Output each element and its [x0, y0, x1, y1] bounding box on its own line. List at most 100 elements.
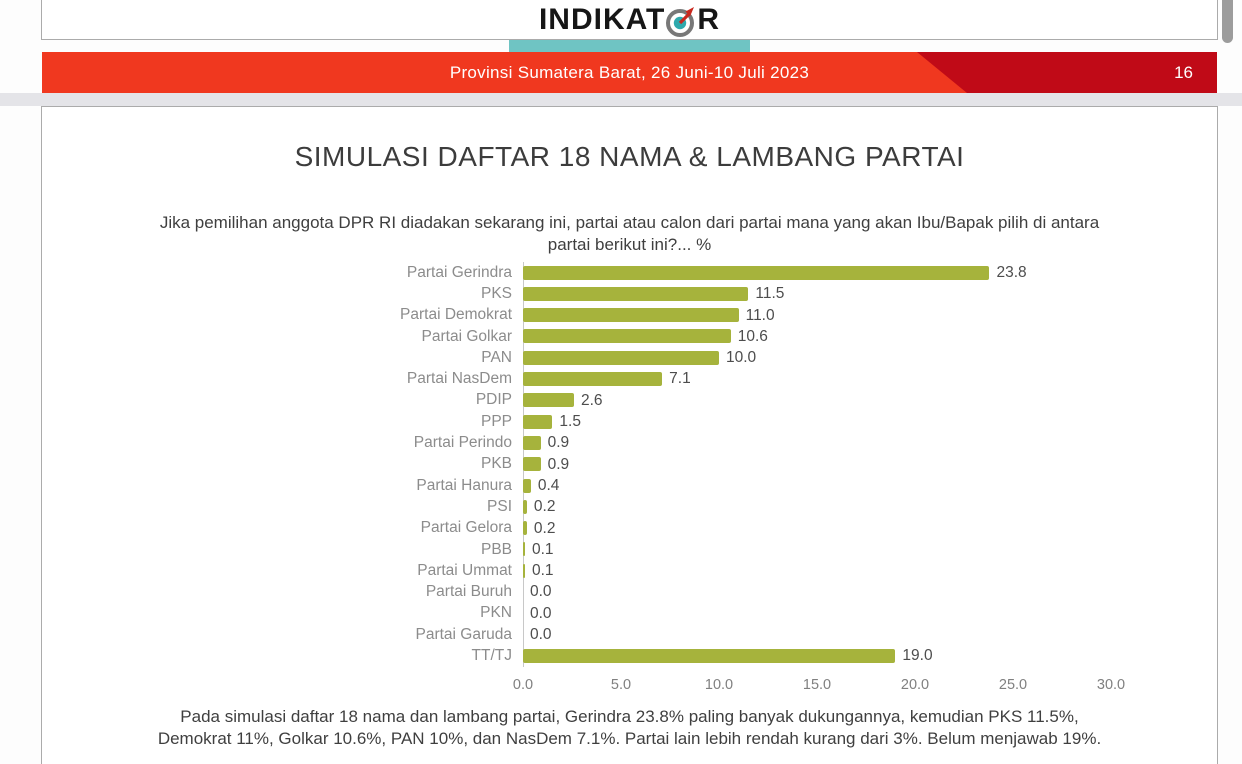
value-label: 0.9: [547, 434, 570, 452]
chart-row: PBB 0.1: [42, 539, 1217, 560]
chart-row: Partai Garuda 0.0: [42, 624, 1217, 645]
x-axis-ticks: 0.0 5.0 10.0 15.0 20.0 25.0 30.0: [42, 677, 1217, 695]
survey-question: Jika pemilihan anggota DPR RI diadakan s…: [42, 212, 1217, 256]
chart-row: Partai Buruh 0.0: [42, 581, 1217, 602]
category-label: Partai Demokrat: [400, 306, 512, 324]
bar: [523, 308, 739, 323]
chart-row: PKN 0.0: [42, 603, 1217, 624]
scrollbar-thumb[interactable]: [1222, 0, 1233, 43]
value-label: 0.9: [547, 455, 570, 473]
chart-row: Partai Perindo 0.9: [42, 432, 1217, 453]
compass-icon: [666, 6, 695, 37]
page-gap-separator: [0, 93, 1242, 106]
chart-row: PDIP 2.6: [42, 390, 1217, 411]
chart-row: PAN 10.0: [42, 347, 1217, 368]
value-label: 0.1: [531, 540, 554, 558]
category-label: Partai Gelora: [420, 519, 512, 537]
category-label: PBB: [480, 540, 512, 558]
chart-row: TT/TJ 19.0: [42, 645, 1217, 666]
value-label: 0.2: [533, 519, 556, 537]
bar: [523, 329, 731, 344]
value-label: 23.8: [996, 264, 1027, 281]
category-label: Partai Garuda: [415, 625, 513, 643]
bar-area: 0.9: [512, 454, 1217, 475]
value-label: 2.6: [580, 391, 603, 409]
party-bar-chart: Partai Gerindra 23.8 PKS 11.5 Partai Demokra…: [42, 262, 1217, 667]
logo-underline-bar: [509, 40, 750, 53]
bar-area: 0.0: [512, 624, 1217, 645]
bar-area: 10.0: [512, 347, 1217, 368]
survey-question-line-1: Jika pemilihan anggota DPR RI diadakan s…: [159, 213, 1100, 232]
x-tick-label: 0.0: [512, 677, 534, 693]
bar: [523, 499, 527, 514]
category-label: PAN: [481, 348, 512, 366]
value-label: 0.4: [537, 476, 560, 494]
bar-area: 7.1: [512, 368, 1217, 389]
bar-area: 2.6: [512, 390, 1217, 411]
category-label: Partai Ummat: [417, 561, 512, 579]
category-label: Partai Golkar: [421, 327, 512, 345]
bar-area: 19.0: [512, 645, 1217, 666]
x-tick-label: 25.0: [998, 677, 1028, 693]
indikator-logo: INDIKAT R: [42, 1, 1217, 39]
bar-area: 1.5: [512, 411, 1217, 432]
value-label: 10.0: [726, 349, 757, 367]
chart-row: Partai Golkar 10.6: [42, 326, 1217, 347]
logo-text-right: R: [697, 3, 721, 36]
summary-text: Pada simulasi daftar 18 nama dan lambang…: [42, 706, 1217, 750]
category-label: Partai NasDem: [406, 370, 512, 388]
slide-page: SIMULASI DAFTAR 18 NAMA & LAMBANG PARTAI…: [41, 106, 1218, 764]
bar-area: 11.0: [512, 305, 1217, 326]
value-label: 0.0: [530, 604, 552, 622]
value-label: 7.1: [669, 370, 691, 388]
x-tick-label: 15.0: [802, 677, 832, 693]
category-label: Partai Perindo: [413, 434, 512, 452]
bar: [523, 563, 525, 578]
bar-area: 0.1: [512, 539, 1217, 560]
x-tick-label: 5.0: [610, 677, 632, 693]
summary-line-2: Demokrat 11%, Golkar 10.6%, PAN 10%, dan…: [157, 729, 1102, 748]
bar: [523, 478, 531, 493]
chart-row: PPP 1.5: [42, 411, 1217, 432]
x-tick-label: 20.0: [900, 677, 930, 693]
bar-area: 0.9: [512, 432, 1217, 453]
value-label: 11.0: [745, 306, 775, 324]
bar: [523, 435, 541, 450]
chart-row: Partai Ummat 0.1: [42, 560, 1217, 581]
category-label: PKS: [480, 284, 512, 302]
page-number: 16: [1174, 62, 1193, 82]
summary-line-1: Pada simulasi daftar 18 nama dan lambang…: [180, 707, 1079, 726]
bar-area: 10.6: [512, 326, 1217, 347]
category-label: PSI: [487, 497, 512, 515]
bar: [523, 350, 719, 365]
bar-area: 0.2: [512, 496, 1217, 517]
bar: [523, 393, 574, 408]
logo-text-left: INDIKAT: [538, 3, 666, 36]
category-label: Partai Gerindra: [406, 263, 512, 281]
category-label: Partai Buruh: [425, 583, 512, 601]
bar: [523, 521, 527, 536]
category-label: PKB: [480, 455, 512, 473]
chart-row: PSI 0.2: [42, 496, 1217, 517]
x-tick-label: 30.0: [1096, 677, 1126, 693]
bar-area: 0.2: [512, 518, 1217, 539]
category-label: PKN: [480, 604, 512, 622]
category-label: Partai Hanura: [416, 476, 512, 494]
previous-page-fragment: INDIKAT R: [41, 0, 1218, 40]
banner-title: Provinsi Sumatera Barat, 26 Juni-10 Juli…: [449, 62, 810, 82]
bar-area: 11.5: [512, 283, 1217, 304]
bar: [523, 265, 990, 280]
category-label: PPP: [480, 412, 512, 430]
value-label: 0.0: [530, 626, 552, 644]
value-label: 0.1: [531, 562, 554, 580]
bar-area: 0.4: [512, 475, 1217, 496]
chart-row: PKB 0.9: [42, 454, 1217, 475]
bar: [523, 414, 553, 429]
chart-row: Partai Demokrat 11.0: [42, 305, 1217, 326]
bar: [523, 286, 749, 301]
bar-area: 23.8: [512, 262, 1217, 283]
bar: [523, 542, 525, 557]
value-label: 0.0: [530, 583, 552, 601]
value-label: 0.2: [533, 498, 556, 516]
